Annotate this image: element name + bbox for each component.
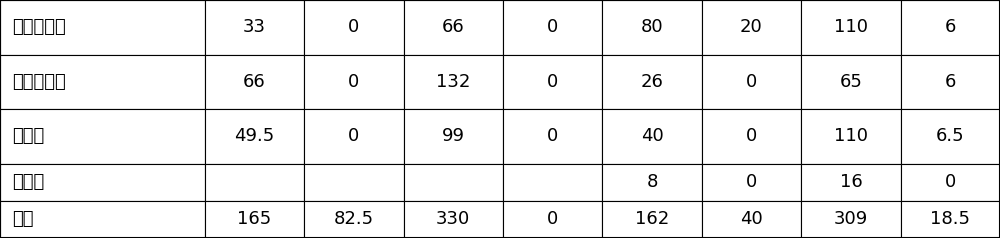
Bar: [801, 55, 901, 109]
Bar: [404, 109, 503, 164]
Bar: [503, 164, 602, 201]
Text: 330: 330: [436, 210, 470, 228]
Bar: [702, 55, 801, 109]
Bar: [205, 201, 304, 238]
Bar: [602, 0, 702, 55]
Text: 6: 6: [945, 18, 956, 36]
Bar: [0, 201, 205, 238]
Text: 18.5: 18.5: [930, 210, 970, 228]
Text: 幼果期: 幼果期: [12, 127, 44, 145]
Text: 成熟期: 成熟期: [12, 173, 44, 191]
Bar: [901, 0, 1000, 55]
Text: 80: 80: [641, 18, 663, 36]
Text: 营养生长期: 营养生长期: [12, 18, 66, 36]
Bar: [0, 164, 205, 201]
Text: 40: 40: [740, 210, 763, 228]
Text: 162: 162: [635, 210, 669, 228]
Bar: [404, 0, 503, 55]
Bar: [901, 201, 1000, 238]
Text: 33: 33: [243, 18, 266, 36]
Bar: [801, 164, 901, 201]
Bar: [801, 201, 901, 238]
Text: 总计: 总计: [12, 210, 34, 228]
Bar: [304, 164, 404, 201]
Text: 花芽分化期: 花芽分化期: [12, 73, 66, 91]
Text: 0: 0: [945, 173, 956, 191]
Bar: [205, 0, 304, 55]
Text: 0: 0: [746, 127, 757, 145]
Bar: [503, 201, 602, 238]
Text: 0: 0: [348, 127, 359, 145]
Text: 0: 0: [348, 73, 359, 91]
Bar: [702, 164, 801, 201]
Text: 49.5: 49.5: [234, 127, 275, 145]
Text: 82.5: 82.5: [334, 210, 374, 228]
Bar: [205, 109, 304, 164]
Bar: [702, 201, 801, 238]
Bar: [801, 0, 901, 55]
Bar: [304, 201, 404, 238]
Bar: [503, 0, 602, 55]
Text: 0: 0: [746, 173, 757, 191]
Bar: [702, 109, 801, 164]
Bar: [602, 55, 702, 109]
Text: 40: 40: [641, 127, 663, 145]
Bar: [702, 0, 801, 55]
Bar: [0, 55, 205, 109]
Bar: [205, 164, 304, 201]
Bar: [602, 201, 702, 238]
Text: 0: 0: [348, 18, 359, 36]
Text: 65: 65: [839, 73, 862, 91]
Bar: [901, 55, 1000, 109]
Bar: [503, 109, 602, 164]
Bar: [404, 164, 503, 201]
Bar: [801, 109, 901, 164]
Bar: [602, 164, 702, 201]
Text: 0: 0: [547, 73, 558, 91]
Bar: [0, 0, 205, 55]
Text: 165: 165: [237, 210, 272, 228]
Text: 309: 309: [834, 210, 868, 228]
Text: 8: 8: [646, 173, 658, 191]
Text: 26: 26: [641, 73, 663, 91]
Bar: [901, 109, 1000, 164]
Text: 0: 0: [746, 73, 757, 91]
Text: 110: 110: [834, 18, 868, 36]
Bar: [205, 55, 304, 109]
Text: 66: 66: [243, 73, 266, 91]
Text: 110: 110: [834, 127, 868, 145]
Text: 0: 0: [547, 18, 558, 36]
Text: 66: 66: [442, 18, 465, 36]
Text: 132: 132: [436, 73, 470, 91]
Bar: [404, 55, 503, 109]
Text: 16: 16: [840, 173, 862, 191]
Bar: [304, 109, 404, 164]
Text: 0: 0: [547, 127, 558, 145]
Text: 6: 6: [945, 73, 956, 91]
Bar: [602, 109, 702, 164]
Bar: [404, 201, 503, 238]
Bar: [304, 55, 404, 109]
Text: 99: 99: [442, 127, 465, 145]
Bar: [503, 55, 602, 109]
Bar: [901, 164, 1000, 201]
Text: 0: 0: [547, 210, 558, 228]
Bar: [0, 109, 205, 164]
Text: 20: 20: [740, 18, 763, 36]
Text: 6.5: 6.5: [936, 127, 965, 145]
Bar: [304, 0, 404, 55]
